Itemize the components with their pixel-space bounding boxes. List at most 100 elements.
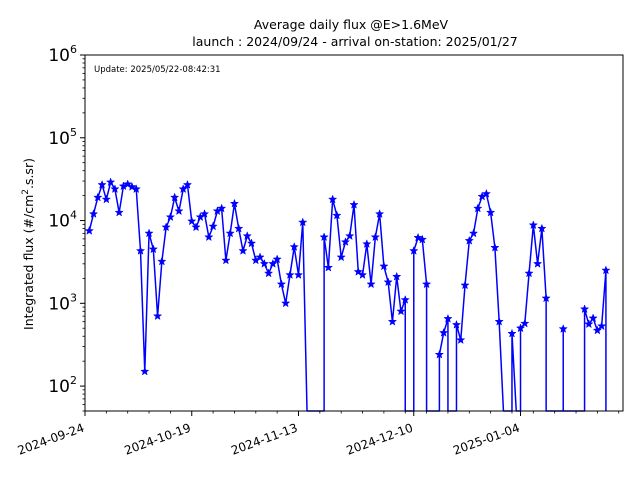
y-tick-base: 10 (48, 212, 70, 232)
data-point (157, 256, 167, 266)
data-point (234, 223, 244, 233)
y-tick-exponent: 2 (70, 374, 77, 387)
update-annotation: Update: 2025/05/22-08:42:31 (94, 65, 221, 75)
data-point (140, 366, 150, 376)
data-point (131, 184, 141, 194)
data-point (584, 319, 594, 329)
data-point (88, 209, 99, 218)
data-point (451, 319, 462, 329)
data-point (144, 228, 154, 238)
data-point (225, 228, 235, 238)
y-tick-label: 105 (48, 126, 77, 149)
data-point (490, 242, 500, 252)
data-point (456, 335, 466, 345)
data-point (204, 232, 214, 242)
data-point (336, 252, 346, 262)
data-point (323, 262, 334, 272)
data-point (592, 325, 603, 335)
data-point (460, 280, 470, 290)
data-point (524, 268, 534, 278)
data-point (528, 220, 539, 230)
y-axis-label: Integrated flux (#/cm2.s.sr) (21, 158, 36, 330)
data-point (515, 323, 526, 333)
data-point (216, 203, 227, 213)
y-tick-label: 106 (48, 43, 77, 66)
data-point (135, 245, 146, 255)
data-point (289, 242, 299, 251)
y-tick-base: 10 (48, 377, 70, 397)
data-point (340, 237, 351, 247)
data-point (199, 209, 210, 218)
y-tick-exponent: 4 (70, 209, 77, 222)
chart-title: Average daily flux @E>1.6MeV (254, 17, 449, 32)
data-point (558, 324, 568, 333)
data-point (387, 316, 398, 326)
data-point (362, 239, 372, 249)
data-point (285, 270, 295, 279)
data-point (191, 222, 201, 232)
data-point (161, 222, 171, 232)
data-point (327, 194, 338, 204)
data-point (438, 327, 449, 337)
data-point (366, 279, 376, 289)
data-point (238, 245, 248, 255)
data-point (221, 255, 231, 265)
data-point (349, 199, 359, 209)
data-point (537, 223, 547, 233)
data-point (481, 188, 492, 198)
data-point (532, 258, 543, 268)
data-point (379, 261, 389, 271)
data-point (464, 235, 474, 245)
data-point (246, 238, 257, 248)
data-point (374, 209, 385, 218)
data-point (370, 232, 381, 242)
data-point (345, 231, 355, 240)
data-point (400, 294, 410, 304)
data-point (263, 268, 274, 278)
data-point (272, 254, 282, 264)
data-point (276, 279, 287, 289)
data-point (169, 192, 180, 202)
data-point (601, 265, 611, 275)
data-point (319, 232, 329, 242)
data-point (293, 270, 304, 279)
data-point (84, 225, 94, 235)
series-layer (84, 177, 611, 412)
y-tick-exponent: 5 (70, 126, 77, 139)
y-tick-base: 10 (48, 129, 70, 149)
data-point (473, 203, 483, 213)
data-point (298, 217, 308, 227)
data-point (485, 207, 496, 217)
y-tick-base: 10 (48, 294, 70, 314)
data-point (541, 293, 551, 303)
data-point (434, 349, 445, 359)
data-point (596, 321, 607, 331)
data-point (409, 245, 419, 255)
data-point (165, 212, 176, 222)
y-axis-label-superscript: 2 (21, 189, 31, 195)
y-tick-base: 10 (48, 46, 70, 66)
y-tick-label: 104 (48, 209, 77, 232)
data-point (174, 206, 184, 216)
data-point (259, 258, 270, 268)
y-tick-label: 103 (48, 291, 77, 314)
chart-subtitle: launch : 2024/09/24 - arrival on-station… (192, 34, 517, 49)
data-point (357, 270, 368, 279)
data-point (281, 298, 291, 308)
data-point (229, 198, 240, 208)
y-axis-label-tail: .s.sr) (21, 158, 36, 189)
data-point (268, 258, 278, 268)
data-point (148, 244, 158, 254)
data-point (110, 184, 120, 194)
data-point (187, 216, 197, 226)
data-point (332, 210, 342, 220)
data-point (396, 306, 406, 316)
data-point (93, 192, 103, 202)
data-point (392, 271, 402, 281)
data-point (588, 313, 598, 323)
data-point (417, 234, 427, 244)
y-tick-exponent: 6 (70, 43, 77, 56)
data-point (579, 304, 590, 314)
